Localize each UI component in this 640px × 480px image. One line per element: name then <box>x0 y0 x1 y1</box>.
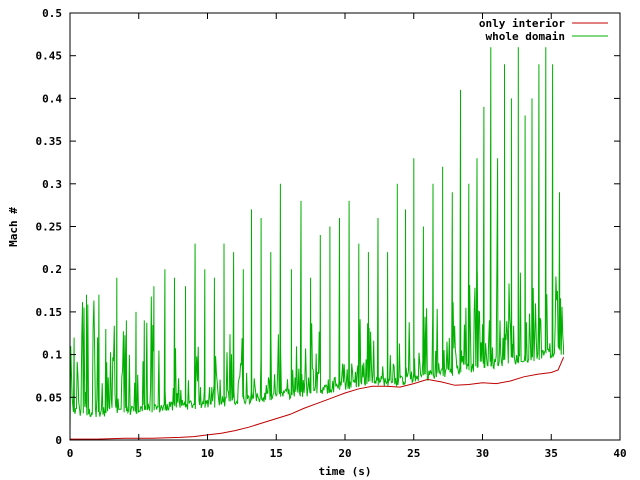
x-axis-label: time (s) <box>319 465 372 478</box>
y-axis-label: Mach # <box>7 207 20 247</box>
series-layer <box>69 47 565 440</box>
y-tick-label: 0.3 <box>42 178 62 191</box>
labels-layer: 0 5 10 15 20 25 30 35 40 0 0.05 0.1 0.15 0.2 0.25 0.3 0.… <box>36 7 627 460</box>
x-tick-label: 15 <box>270 447 283 460</box>
x-tick-label: 35 <box>545 447 558 460</box>
y-tick-label: 0 <box>55 434 62 447</box>
ticks-layer <box>69 12 621 441</box>
y-tick-label: 0.15 <box>36 306 63 319</box>
x-tick-label: 30 <box>476 447 489 460</box>
x-tick-label: 5 <box>135 447 142 460</box>
y-tick-label: 0.2 <box>42 263 62 276</box>
series-line-only-interior <box>70 357 565 440</box>
x-tick-label: 20 <box>338 447 351 460</box>
series-line-whole-domain <box>69 47 565 432</box>
y-tick-label: 0.45 <box>36 50 63 63</box>
y-tick-label: 0.25 <box>36 221 63 234</box>
y-tick-label: 0.1 <box>42 349 62 362</box>
y-tick-label: 0.35 <box>36 135 63 148</box>
x-tick-label: 40 <box>613 447 626 460</box>
legend: only interior whole domain <box>479 17 608 43</box>
x-tick-label: 0 <box>67 447 74 460</box>
y-tick-label: 0.4 <box>42 92 62 105</box>
x-tick-label: 10 <box>201 447 214 460</box>
legend-label-only-interior: only interior <box>479 17 565 30</box>
x-tick-label: 25 <box>407 447 420 460</box>
legend-label-whole-domain: whole domain <box>486 30 565 43</box>
y-tick-label: 0.5 <box>42 7 62 20</box>
y-tick-label: 0.05 <box>36 391 63 404</box>
